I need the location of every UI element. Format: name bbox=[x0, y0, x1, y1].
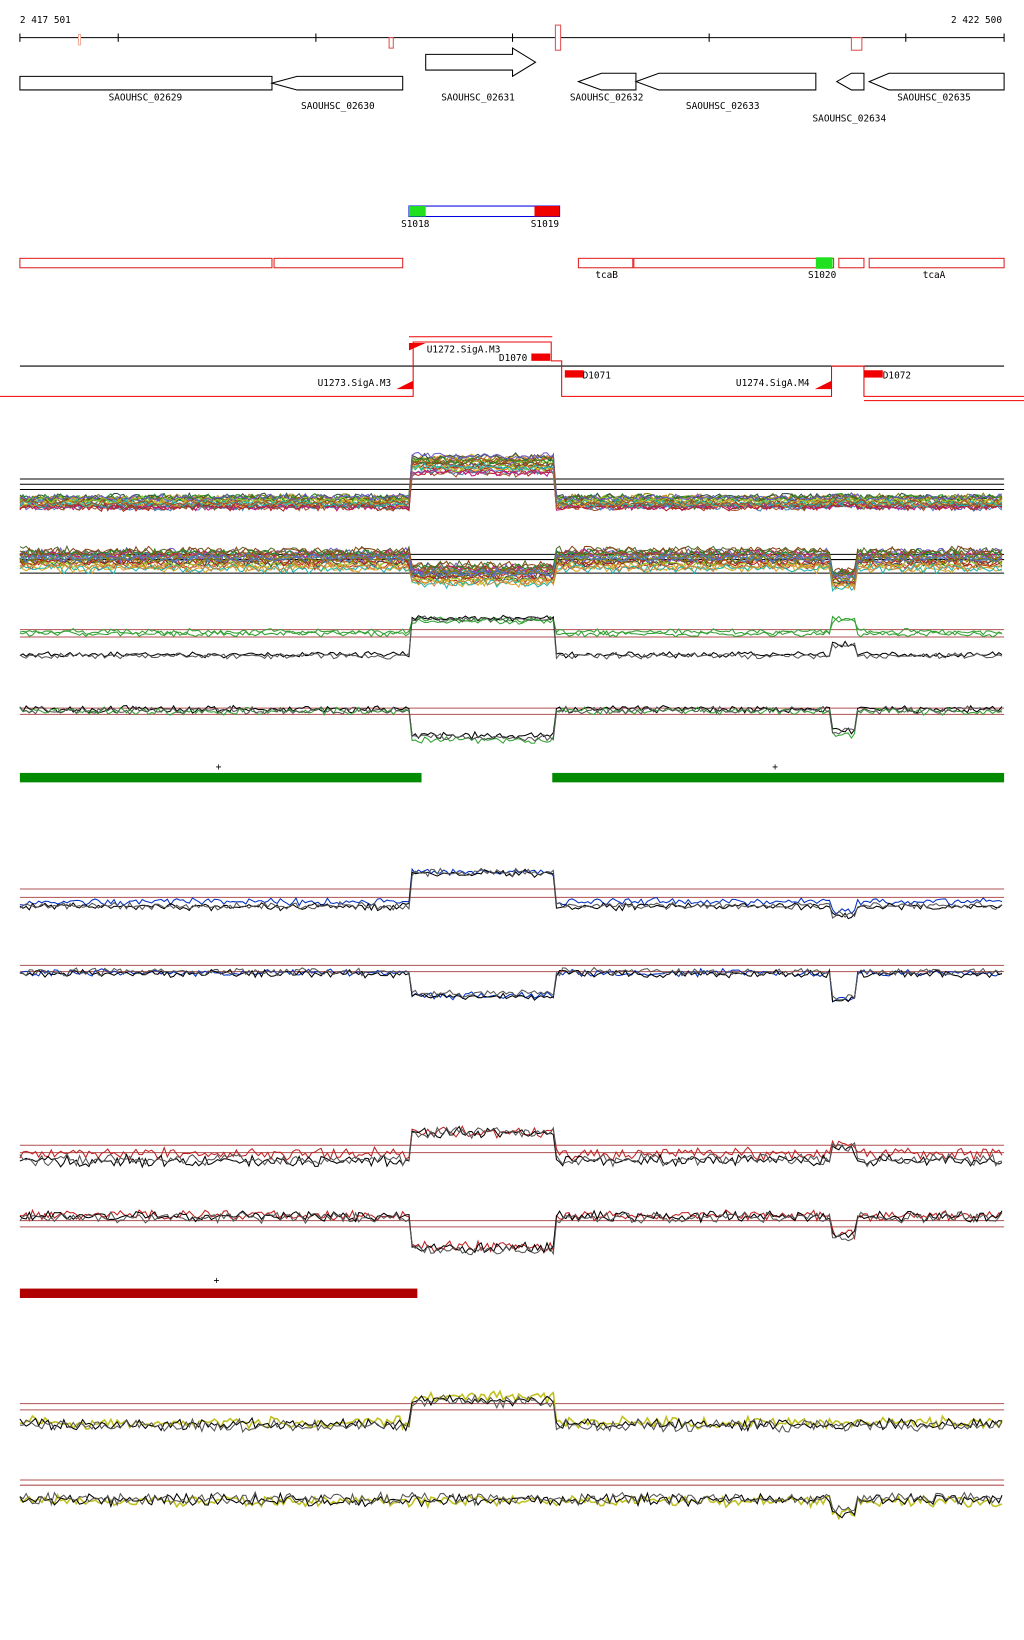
signal-line bbox=[19, 560, 1003, 591]
label: U1272.SigA.M3 bbox=[427, 344, 501, 355]
label: D1070 bbox=[499, 353, 528, 364]
signal-line bbox=[19, 1393, 1003, 1434]
gene-arrows bbox=[19, 47, 1005, 91]
label: + bbox=[216, 762, 222, 773]
strand-bar bbox=[19, 772, 422, 783]
signal-line bbox=[19, 615, 1003, 636]
signal-line bbox=[19, 967, 1003, 1003]
signal-line bbox=[19, 1490, 1003, 1513]
segment-mark bbox=[815, 257, 833, 269]
label: U1274.SigA.M4 bbox=[736, 378, 810, 389]
signal-line bbox=[19, 966, 1003, 1001]
signal-line bbox=[19, 704, 1003, 741]
signal-line bbox=[19, 1394, 1003, 1433]
signal-line bbox=[19, 547, 1003, 576]
signal-line bbox=[19, 1491, 1003, 1519]
label: SAOUHSC_02634 bbox=[812, 113, 886, 124]
signal-line bbox=[19, 615, 1003, 660]
coord-end: 2 422 500 bbox=[951, 15, 1002, 26]
signal-line bbox=[19, 462, 1003, 509]
strand-bar bbox=[552, 772, 1005, 783]
signal-line bbox=[19, 544, 1003, 576]
label: S1020 bbox=[808, 270, 837, 281]
label: S1019 bbox=[531, 219, 560, 230]
signal-line bbox=[19, 562, 1003, 591]
signal-line bbox=[19, 617, 1003, 638]
signal-line bbox=[19, 1126, 1003, 1168]
label: tcaA bbox=[923, 270, 946, 281]
strand-bar bbox=[19, 1288, 418, 1298]
axis-ticks bbox=[19, 33, 1005, 42]
signal-line bbox=[19, 867, 1003, 919]
label: SAOUHSC_02631 bbox=[441, 92, 515, 103]
signal-line bbox=[19, 456, 1003, 509]
label: S1018 bbox=[401, 219, 430, 230]
signal-line bbox=[19, 562, 1003, 592]
label: + bbox=[214, 1275, 220, 1286]
signal-line bbox=[19, 705, 1003, 742]
signal-tracks bbox=[19, 451, 1005, 1521]
label: SAOUHSC_02635 bbox=[897, 92, 971, 103]
label: SAOUHSC_02632 bbox=[570, 92, 644, 103]
feature-marks bbox=[396, 343, 883, 390]
axis-markers bbox=[77, 24, 863, 51]
signal-line bbox=[19, 552, 1003, 582]
feature-lines bbox=[0, 336, 1024, 402]
label: + bbox=[772, 762, 778, 773]
label: SAOUHSC_02629 bbox=[109, 92, 183, 103]
signal-line bbox=[19, 1211, 1003, 1256]
signal-line bbox=[19, 1389, 1003, 1431]
label: D1072 bbox=[883, 371, 911, 382]
signal-line bbox=[19, 868, 1003, 920]
coord-start: 2 417 501 bbox=[20, 15, 71, 26]
label: SAOUHSC_02630 bbox=[301, 101, 375, 112]
label: tcaB bbox=[595, 270, 618, 281]
segment-end bbox=[534, 206, 560, 217]
operon-boxes bbox=[19, 257, 1005, 269]
signal-line bbox=[19, 968, 1003, 1003]
signal-line bbox=[19, 545, 1003, 575]
signal-line bbox=[19, 553, 1003, 582]
label: U1273.SigA.M3 bbox=[318, 378, 392, 389]
segment-start bbox=[408, 206, 426, 217]
label: D1071 bbox=[583, 371, 612, 382]
signal-line bbox=[19, 706, 1003, 745]
label: SAOUHSC_02633 bbox=[686, 101, 760, 112]
